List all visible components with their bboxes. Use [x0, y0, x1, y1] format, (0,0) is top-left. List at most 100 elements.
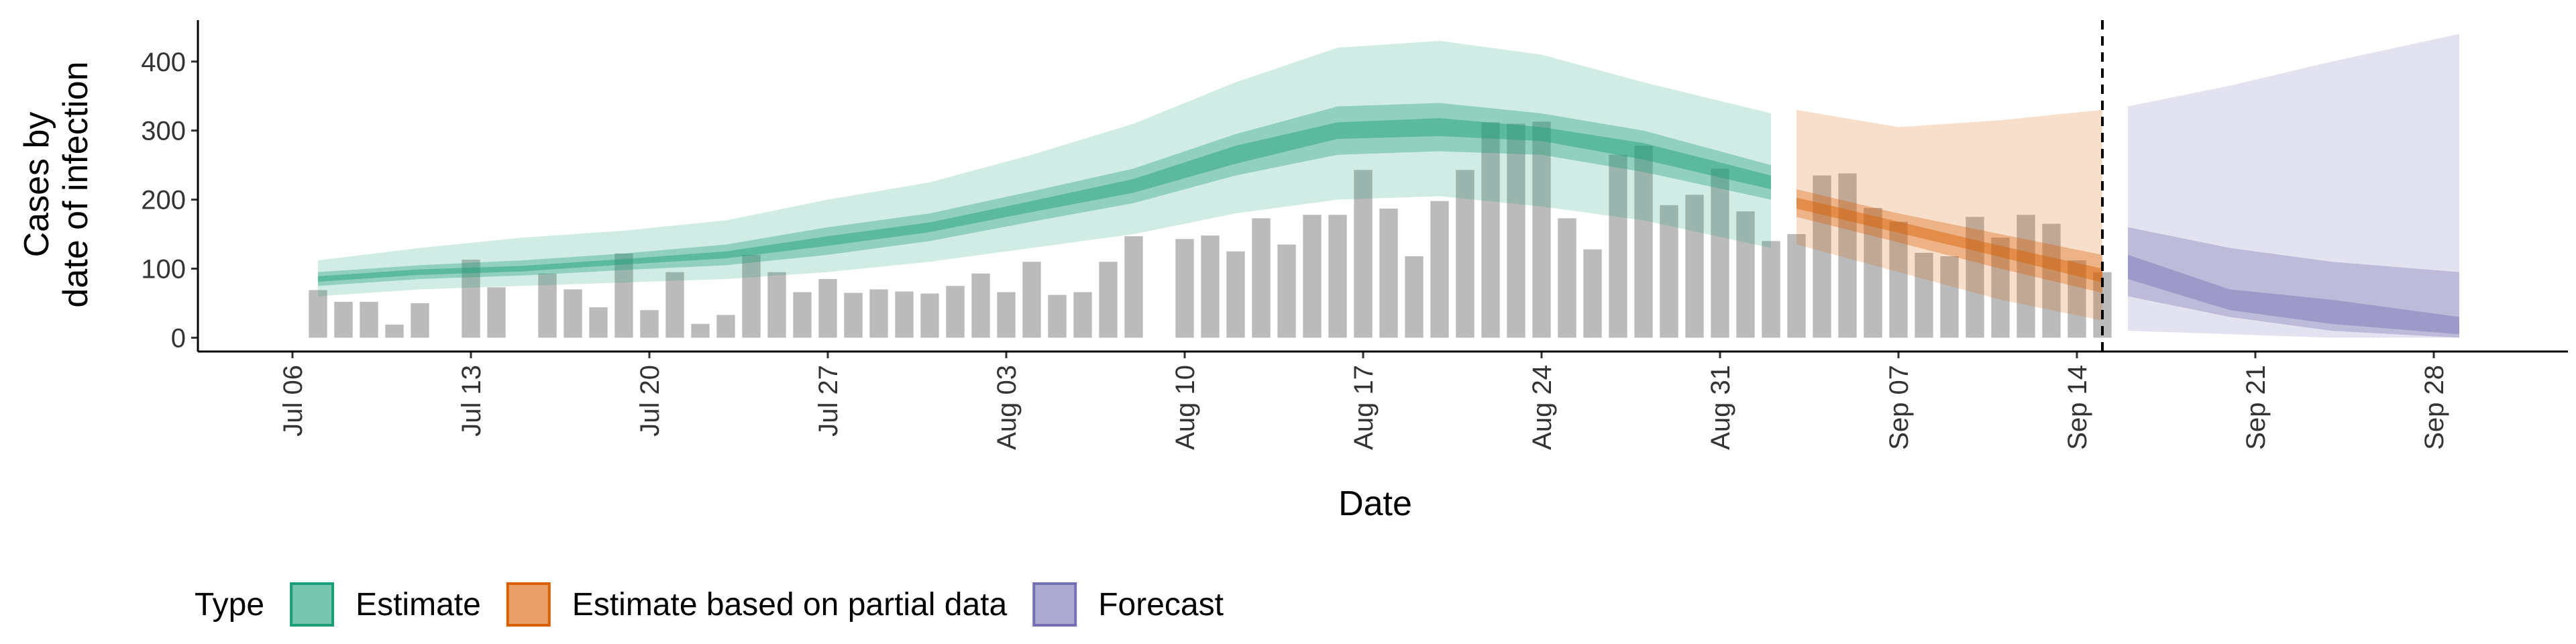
- bar: [1915, 252, 1933, 338]
- bar: [1456, 170, 1474, 338]
- bar: [869, 289, 888, 338]
- bar: [1507, 123, 1525, 338]
- bar: [844, 292, 863, 338]
- bar: [1583, 249, 1602, 338]
- bar: [1048, 294, 1067, 338]
- bar: [716, 315, 735, 338]
- x-tick-label: Jul 06: [278, 365, 308, 437]
- ribbon: [1796, 189, 2102, 293]
- bar: [1252, 218, 1271, 338]
- bar: [1328, 215, 1347, 338]
- bar: [538, 273, 557, 338]
- y-tick-label: 200: [141, 186, 186, 215]
- bar: [1787, 234, 1806, 338]
- bar: [1762, 241, 1780, 338]
- bar: [1991, 237, 2010, 338]
- bar: [1532, 121, 1551, 338]
- bar: [691, 323, 710, 338]
- legend-title: Type: [195, 587, 264, 623]
- bar: [589, 307, 608, 338]
- bar: [309, 290, 327, 338]
- y-tick-label: 400: [141, 48, 186, 77]
- legend-key: [1032, 582, 1077, 627]
- y-axis-title: date of infection: [56, 61, 95, 307]
- bar: [1124, 236, 1143, 338]
- x-tick-label: Aug 03: [992, 365, 1022, 450]
- bar: [1354, 170, 1373, 338]
- bar: [1379, 208, 1398, 338]
- bar: [462, 260, 480, 338]
- bar: [1175, 239, 1194, 338]
- bar: [640, 310, 659, 338]
- legend-key: [506, 582, 551, 627]
- ribbon: [2128, 34, 2459, 338]
- ribbon: [1796, 109, 2102, 321]
- x-tick-label: Aug 24: [1527, 365, 1557, 450]
- bar: [487, 287, 506, 338]
- x-tick-label: Aug 10: [1171, 365, 1200, 450]
- bar: [742, 254, 761, 338]
- bar: [1609, 154, 1627, 338]
- bar: [360, 301, 378, 338]
- bar: [1481, 122, 1500, 338]
- x-tick-label: Jul 27: [814, 365, 843, 437]
- bar: [971, 273, 990, 338]
- bar: [1838, 173, 1857, 338]
- bar: [1966, 217, 1984, 338]
- ribbon: [2128, 254, 2459, 335]
- bar: [1405, 256, 1424, 338]
- y-tick-label: 100: [141, 255, 186, 284]
- ribbon: [318, 103, 1771, 286]
- x-tick-label: Jul 20: [635, 365, 665, 437]
- x-tick-label: Aug 17: [1349, 365, 1379, 450]
- ribbon: [2128, 227, 2459, 338]
- legend-key: [290, 582, 335, 627]
- bar: [1099, 262, 1118, 338]
- bar: [1022, 262, 1041, 338]
- ribbon: [1796, 197, 2102, 283]
- x-axis-title: Date: [1338, 484, 1412, 523]
- bar: [1634, 146, 1653, 338]
- ribbon: [318, 118, 1771, 282]
- bar: [334, 301, 353, 338]
- bar: [946, 286, 965, 338]
- bar: [1558, 218, 1576, 338]
- bar: [895, 291, 914, 338]
- bar: [665, 272, 684, 338]
- bar: [793, 292, 812, 338]
- bar: [1685, 195, 1704, 338]
- legend-label: Estimate: [356, 587, 481, 623]
- bar: [1660, 205, 1678, 338]
- bar: [1303, 215, 1322, 338]
- bar: [2042, 223, 2061, 338]
- legend-label: Estimate based on partial data: [572, 587, 1008, 623]
- bar: [1864, 207, 1882, 338]
- bar: [1813, 175, 1831, 338]
- x-tick-label: Aug 31: [1706, 365, 1735, 450]
- bar: [1277, 244, 1296, 338]
- x-tick-label: Sep 28: [2420, 365, 2449, 450]
- bar: [1073, 292, 1092, 338]
- bar: [1940, 256, 1959, 338]
- x-tick-label: Jul 13: [457, 365, 486, 437]
- y-tick-label: 0: [171, 323, 186, 353]
- bar: [1430, 201, 1449, 338]
- x-tick-label: Sep 21: [2241, 365, 2271, 450]
- bar: [1736, 211, 1755, 338]
- bar: [564, 289, 582, 338]
- bar: [614, 253, 633, 338]
- x-tick-label: Sep 14: [2063, 365, 2092, 450]
- bar: [997, 292, 1016, 338]
- bar: [818, 278, 837, 338]
- bar: [1226, 251, 1245, 338]
- bar: [920, 293, 939, 338]
- bar: [767, 272, 786, 338]
- bar: [1201, 235, 1220, 338]
- bar: [2068, 260, 2086, 338]
- legend-label: Forecast: [1098, 587, 1224, 623]
- y-tick-label: 300: [141, 117, 186, 146]
- bar: [2017, 215, 2035, 338]
- bar: [385, 324, 404, 338]
